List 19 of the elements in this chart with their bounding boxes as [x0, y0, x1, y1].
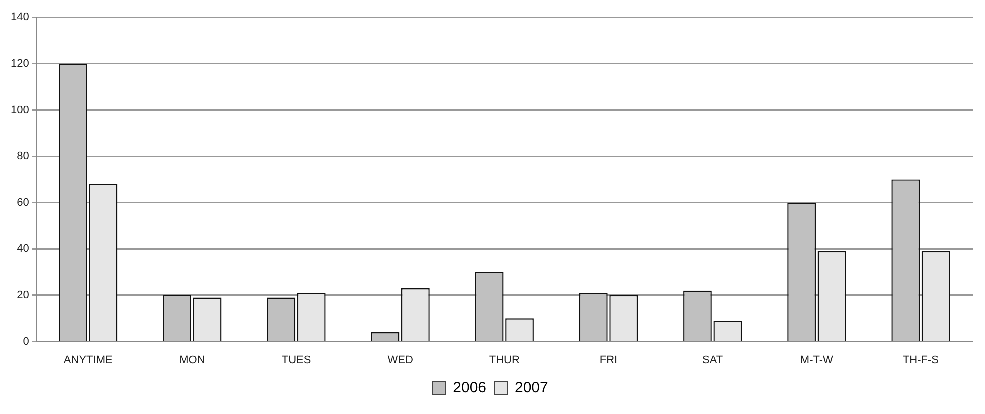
y-tick-label: 60 — [17, 196, 30, 209]
x-tick-label: THUR — [489, 354, 520, 366]
y-tick-label: 80 — [17, 150, 30, 163]
x-tick-label: TUES — [282, 354, 312, 366]
x-tick-label: M-T-W — [800, 354, 834, 366]
y-tick-label: 40 — [17, 243, 30, 256]
x-tick-label: FRI — [600, 354, 618, 366]
y-tick-label: 100 — [10, 104, 30, 116]
y-tick-label: 0 — [23, 336, 30, 348]
legend-label: 2007 — [515, 380, 548, 397]
x-tick-label: ANYTIME — [64, 354, 113, 366]
y-tick-label: 20 — [17, 290, 30, 302]
y-tick-label: 140 — [10, 12, 30, 24]
legend-label: 2006 — [453, 380, 487, 397]
x-tick-label: SAT — [702, 354, 724, 366]
x-tick-label: WED — [388, 354, 414, 366]
y-tick-label: 120 — [10, 58, 30, 70]
x-tick-label: MON — [180, 354, 206, 366]
x-tick-label: TH-F-S — [902, 354, 939, 366]
